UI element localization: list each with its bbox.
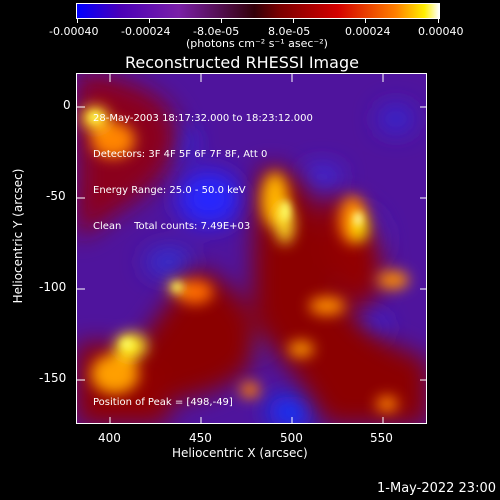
colorbar-tick-label: -0.00040 — [49, 25, 99, 38]
x-tick-label: 550 — [370, 431, 393, 445]
colorbar-units: (photons cm⁻² s⁻¹ asec⁻²) — [186, 37, 328, 50]
info-line-energy: Energy Range: 25.0 - 50.0 keV — [93, 185, 246, 196]
colorbar-tick — [221, 19, 222, 23]
colorbar-tick-label: -0.00024 — [121, 25, 171, 38]
info-line-clean: Clean Total counts: 7.49E+03 — [93, 221, 251, 232]
y-tick-label: -150 — [39, 371, 67, 385]
colorbar-tick — [365, 19, 366, 23]
x-axis-title: Heliocentric X (arcsec) — [172, 446, 308, 460]
footer-timestamp: 1-May-2022 23:00 — [377, 481, 496, 496]
info-line-detectors: Detectors: 3F 4F 5F 6F 7F 8F, Att 0 — [93, 149, 268, 160]
image-title: Reconstructed RHESSI Image — [125, 53, 359, 72]
colorbar-tick — [77, 19, 78, 23]
observation-info: 28-May-2003 18:17:32.000 to 18:23:12.000… — [93, 89, 313, 245]
x-tick-label: 450 — [189, 431, 212, 445]
colorbar-tick-label: 0.00024 — [345, 25, 391, 38]
axis-ticks — [77, 74, 426, 423]
colorbar-tick — [149, 19, 150, 23]
x-tick-label: 400 — [98, 431, 121, 445]
rhessi-image — [76, 73, 427, 424]
y-axis-title: Heliocentric Y (arcsec) — [11, 168, 25, 304]
colorbar-tick-label: -8.0e-05 — [193, 25, 240, 38]
colorbar — [76, 3, 440, 19]
peak-position: Position of Peak = [498,-49] — [93, 397, 233, 408]
y-tick-label: -100 — [39, 280, 67, 294]
y-tick-label: 0 — [63, 98, 71, 112]
colorbar-tick — [293, 19, 294, 23]
colorbar-tick-label: 8.0e-05 — [268, 25, 311, 38]
x-tick-label: 500 — [280, 431, 303, 445]
rhessi-image-canvas — [77, 74, 426, 423]
colorbar-tick — [438, 19, 439, 23]
y-tick-label: -50 — [46, 189, 66, 203]
bright-peaks — [89, 112, 362, 349]
info-line-time: 28-May-2003 18:17:32.000 to 18:23:12.000 — [93, 113, 313, 124]
colorbar-tick-label: 0.00040 — [418, 25, 464, 38]
